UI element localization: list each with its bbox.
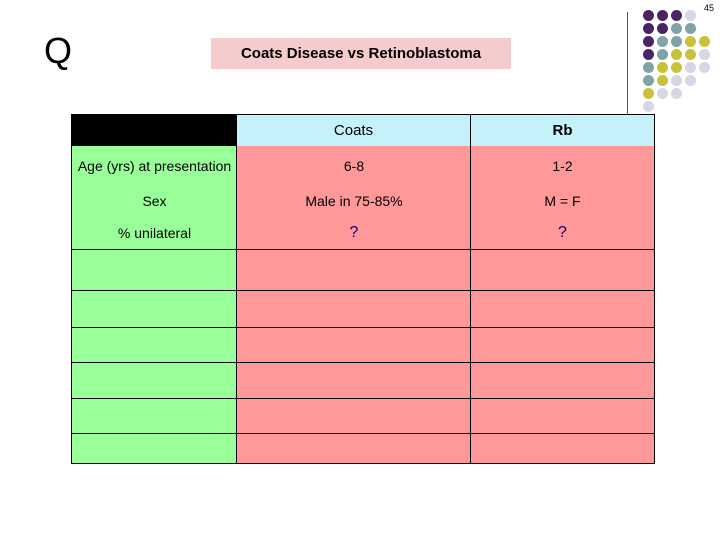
- decor-dot: [643, 75, 654, 86]
- decor-dot: [643, 36, 654, 47]
- rb-column: [471, 115, 654, 463]
- decor-dot: [685, 23, 696, 34]
- decor-dot: [643, 10, 654, 21]
- cell-coats-sex: Male in 75-85%: [305, 193, 403, 209]
- decor-dot: [643, 62, 654, 73]
- slide-title: Coats Disease vs Retinoblastoma: [211, 38, 511, 69]
- decorative-dot-grid: [640, 10, 720, 118]
- decor-dot: [657, 88, 668, 99]
- decor-dot: [699, 62, 710, 73]
- row-divider: [72, 290, 654, 291]
- coats-column: [237, 115, 471, 463]
- cell-rb-age: 1-2: [552, 158, 573, 174]
- decor-dot: [685, 49, 696, 60]
- decor-dot: [685, 36, 696, 47]
- decor-dot: [671, 23, 682, 34]
- row-divider: [72, 398, 654, 399]
- header-corner-cell: [72, 115, 237, 146]
- row-divider: [72, 362, 654, 363]
- decorative-divider: [627, 12, 628, 114]
- row-divider: [72, 249, 654, 250]
- decor-dot: [671, 75, 682, 86]
- row-divider: [72, 327, 654, 328]
- comparison-table: Coats Rb Age (yrs) at presentation 6-8 1…: [71, 114, 655, 464]
- decor-dot: [685, 62, 696, 73]
- row-label-age: Age (yrs) at presentation: [77, 158, 232, 174]
- decor-dot: [685, 75, 696, 86]
- decor-dot: [657, 36, 668, 47]
- row-divider: [72, 433, 654, 434]
- table-header-row: Coats Rb: [72, 115, 654, 146]
- label-column: [72, 115, 237, 463]
- header-rb: Rb: [471, 115, 654, 146]
- decor-dot: [671, 10, 682, 21]
- page-number: 45: [703, 3, 714, 13]
- decor-dot: [699, 49, 710, 60]
- decor-dot: [671, 88, 682, 99]
- cell-rb-sex: M = F: [544, 193, 581, 209]
- decor-dot: [671, 49, 682, 60]
- decor-dot: [699, 36, 710, 47]
- header-coats: Coats: [237, 115, 471, 146]
- decor-dot: [643, 88, 654, 99]
- decor-dot: [657, 23, 668, 34]
- decor-dot: [643, 101, 654, 112]
- decor-dot: [657, 62, 668, 73]
- row-label-unilateral: % unilateral: [117, 224, 192, 241]
- decor-dot: [671, 36, 682, 47]
- decor-dot: [671, 62, 682, 73]
- row-label-sex: Sex: [142, 193, 167, 209]
- cell-coats-age: 6-8: [343, 158, 365, 174]
- cell-coats-unilateral: ?: [349, 223, 359, 241]
- q-heading: Q: [44, 30, 73, 71]
- decor-dot: [643, 23, 654, 34]
- cell-rb-unilateral: ?: [558, 223, 567, 241]
- decor-dot: [657, 10, 668, 21]
- decor-dot: [657, 75, 668, 86]
- decor-dot: [685, 10, 696, 21]
- decor-dot: [657, 49, 668, 60]
- decor-dot: [643, 49, 654, 60]
